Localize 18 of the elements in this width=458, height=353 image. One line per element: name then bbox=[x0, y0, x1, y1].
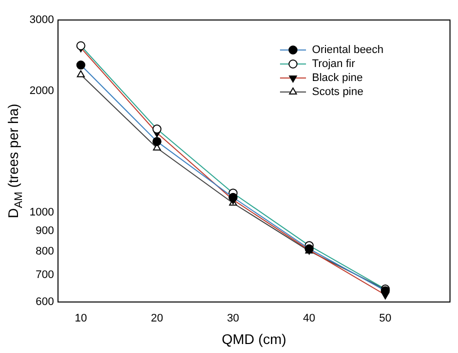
y-axis-title: DAM (trees per ha) bbox=[4, 104, 26, 218]
x-tick-label: 50 bbox=[379, 312, 392, 325]
y-tick-label: 800 bbox=[36, 246, 54, 258]
x-tick-label: 10 bbox=[74, 312, 87, 325]
y-tick-label: 1000 bbox=[30, 206, 54, 219]
x-tick-label: 30 bbox=[226, 312, 240, 325]
legend-label: Trojan fir bbox=[312, 58, 356, 70]
x-axis-title: QMD (cm) bbox=[222, 330, 286, 347]
y-tick-label: 700 bbox=[36, 269, 54, 282]
x-tick-label: 40 bbox=[303, 312, 316, 325]
y-tick-label: 2000 bbox=[30, 85, 54, 98]
y-tick-label: 3000 bbox=[30, 14, 54, 26]
legend-label: Scots pine bbox=[312, 86, 364, 98]
x-tick-label: 20 bbox=[150, 312, 164, 325]
y-tick-label: 600 bbox=[36, 296, 54, 308]
legend-label: Black pine bbox=[312, 72, 363, 84]
legend-label: Oriental beech bbox=[312, 44, 384, 56]
y-tick-label: 900 bbox=[36, 224, 54, 237]
